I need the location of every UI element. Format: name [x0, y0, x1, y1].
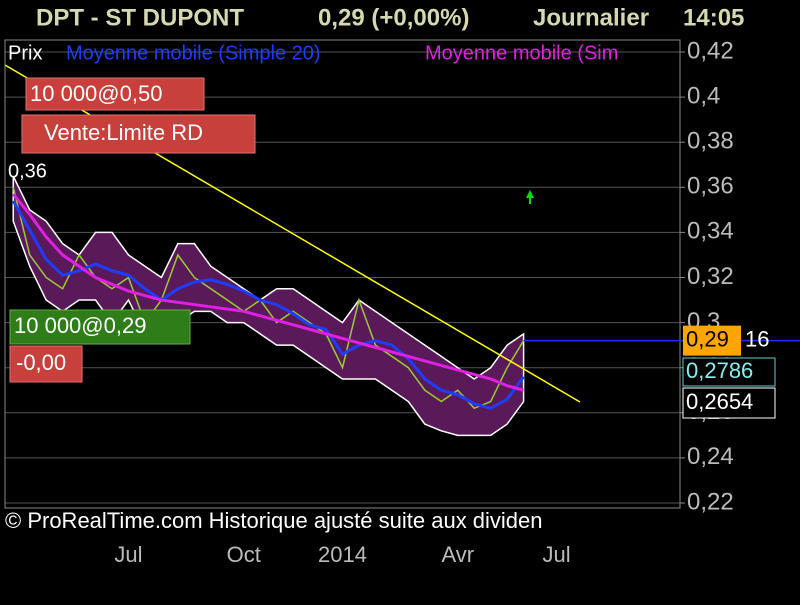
y-tick-label: 0,24 — [687, 443, 734, 470]
series-line — [12, 193, 524, 392]
legend-entry: Moyenne mobile (Simple 20) — [66, 42, 321, 64]
order-text: 10 000@0,50 — [30, 81, 162, 106]
x-tick-label: 2014 — [318, 542, 367, 567]
last-box — [682, 387, 776, 419]
y-tick-label: 0,36 — [687, 173, 734, 200]
legend-entry: Prix — [8, 42, 42, 64]
x-tick-label: Jul — [114, 542, 142, 567]
x-tick-label: Oct — [227, 542, 261, 567]
last-label: 0,2786 — [686, 358, 753, 383]
plot-frame — [4, 39, 681, 509]
pnl: -0,00 — [16, 350, 66, 375]
last-label: 0,2654 — [686, 389, 753, 414]
chart-title: DPT - ST DUPONT — [36, 4, 244, 31]
order-text: 10 000@0,29 — [14, 313, 146, 338]
legend-entry: Moyenne mobile (Sim — [425, 42, 618, 64]
y-tick-label: 0,4 — [687, 82, 720, 109]
y-tick-label: 0,34 — [687, 218, 734, 245]
order-box — [9, 309, 191, 345]
level-label: 0,36 — [8, 160, 47, 182]
order-type-box — [21, 114, 256, 154]
x-tick-label: Jul — [542, 542, 570, 567]
pnl-box — [9, 345, 83, 383]
legend: Prix Moyenne mobile (Simple 20) Moyenne mo… — [8, 42, 618, 64]
x-tick-label: Avr — [441, 542, 474, 567]
last-label: 0,29 — [686, 326, 729, 351]
y-tick-label: 0,22 — [687, 488, 734, 515]
quote: 0,29 (+0,00%) — [318, 4, 469, 31]
order-box — [25, 77, 205, 111]
period: Journalier — [533, 4, 649, 31]
y-tick-label: 0,32 — [687, 263, 734, 290]
arrow-icon — [526, 190, 534, 204]
series-line — [11, 200, 525, 410]
last-box — [683, 325, 741, 356]
last-label: 16 — [745, 326, 769, 351]
last-box — [682, 357, 776, 387]
y-tick-label: 0,42 — [687, 37, 734, 64]
time: 14:05 — [683, 4, 744, 31]
copyright: © ProRealTime.com Historique ajusté suit… — [5, 508, 543, 533]
y-tick-label: 0,38 — [687, 128, 734, 155]
order-type: Vente:Limite RD — [44, 120, 203, 145]
